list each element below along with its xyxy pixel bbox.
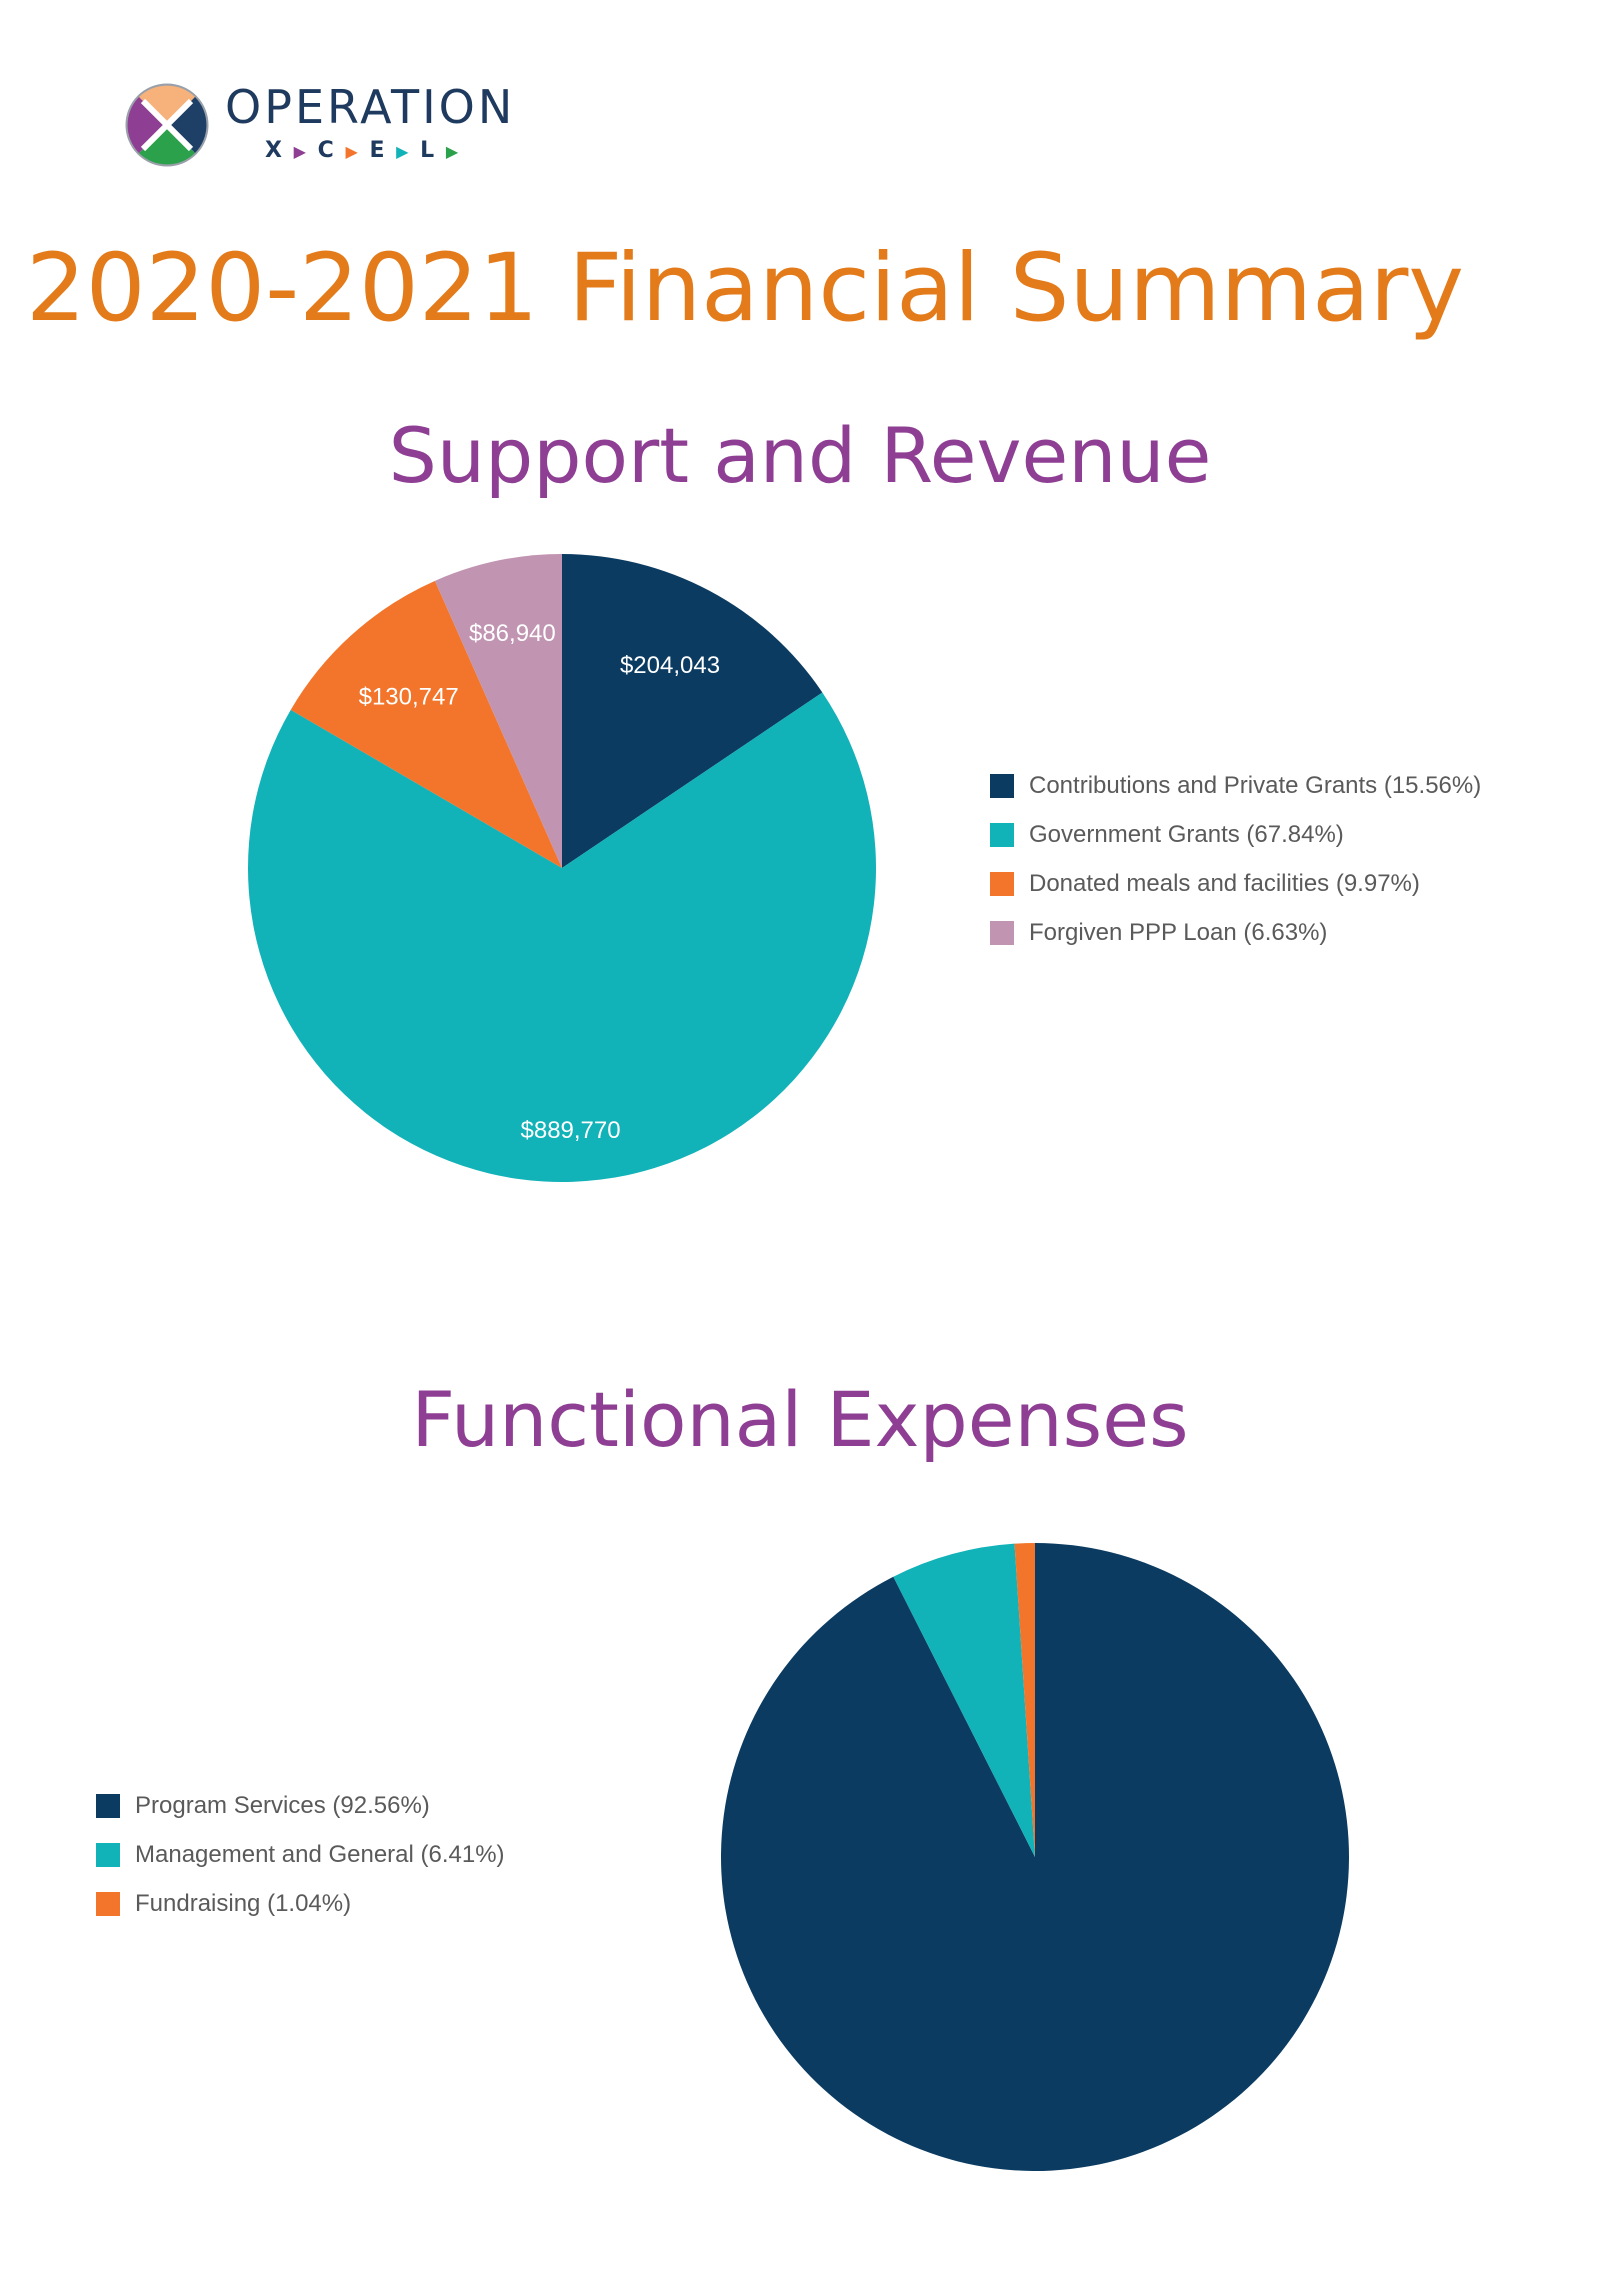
- legend-label: Forgiven PPP Loan (6.63%): [1029, 919, 1328, 946]
- legend-label: Donated meals and facilities (9.97%): [1029, 870, 1420, 897]
- logo-letter: C: [317, 138, 336, 163]
- legend-swatch: [96, 1843, 120, 1867]
- legend-label: Government Grants (67.84%): [1029, 821, 1344, 848]
- expenses-chart-title: Functional Expenses: [411, 1375, 1189, 1464]
- legend-swatch: [96, 1892, 120, 1916]
- legend-swatch: [990, 872, 1014, 896]
- slice-value-label: $204,043: [620, 652, 720, 679]
- legend-label: Contributions and Private Grants (15.56%…: [1029, 772, 1482, 799]
- logo-mark-icon: [125, 83, 209, 167]
- slice-value-label: $86,940: [469, 620, 556, 647]
- slice-value-label: $889,770: [521, 1117, 621, 1144]
- logo-triangle-icon: ▶: [445, 142, 461, 161]
- revenue-pie-chart: $204,043 $889,770 $130,747 $86,940: [247, 554, 877, 1182]
- legend-swatch: [990, 823, 1014, 847]
- pie-slice: [290, 580, 562, 868]
- pie-slice: [562, 554, 823, 868]
- logo-letter: E: [369, 138, 387, 163]
- legend-label: Management and General (6.41%): [135, 1841, 505, 1868]
- logo-triangle-icon: ▶: [396, 142, 411, 161]
- slice-value-label: $130,747: [359, 684, 459, 711]
- logo-triangle-icon: ▶: [293, 142, 308, 161]
- legend-swatch: [96, 1794, 120, 1818]
- page-title: 2020-2021 Financial Summary: [26, 234, 1464, 343]
- logo-triangle-icon: ▶: [345, 142, 360, 161]
- operation-xcel-logo: OPERATION X ▶ C ▶ E ▶ L ▶: [125, 80, 545, 170]
- logo-letter: L: [420, 138, 437, 163]
- revenue-chart-title: Support and Revenue: [388, 411, 1212, 500]
- legend-swatch: [990, 774, 1014, 798]
- logo-subtext: X ▶ C ▶ E ▶ L ▶: [265, 138, 460, 163]
- pie-slice: [247, 692, 877, 1182]
- legend-label: Program Services (92.56%): [135, 1792, 430, 1819]
- pie-slice: [893, 1543, 1035, 1857]
- logo-wordmark: OPERATION: [225, 80, 516, 134]
- pie-slice: [1014, 1543, 1035, 1857]
- logo-letter: X: [265, 138, 284, 163]
- legend-swatch: [990, 921, 1014, 945]
- legend-label: Fundraising (1.04%): [135, 1890, 352, 1917]
- pie-slice: [434, 554, 562, 868]
